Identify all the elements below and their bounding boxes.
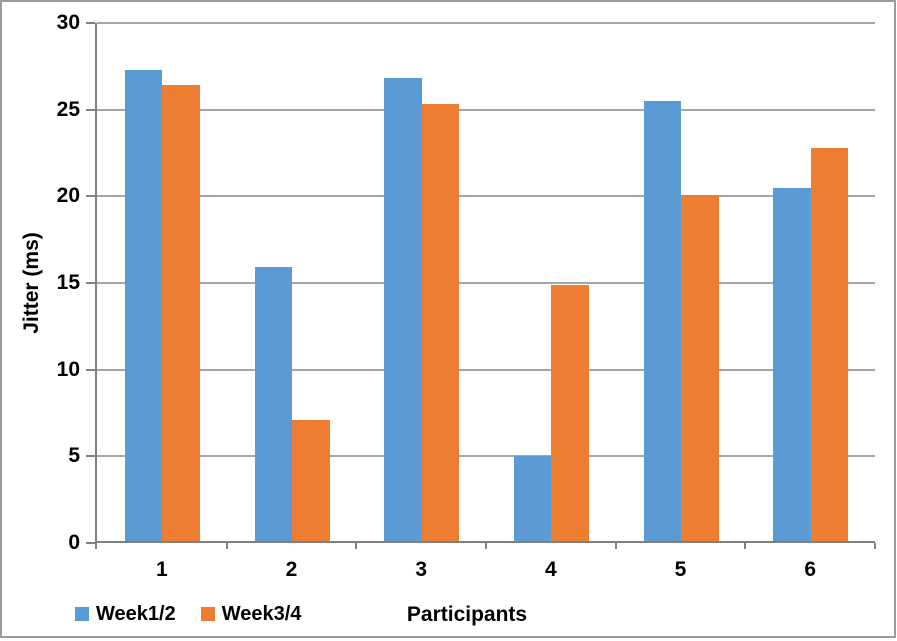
bar-Week34-participant-6 — [810, 147, 849, 543]
y-tick-15 — [86, 282, 95, 284]
bar-Week12-participant-5 — [643, 101, 682, 543]
y-tick-10 — [86, 368, 95, 371]
bar-Week34-participant-5 — [681, 194, 719, 543]
x-tick-boundary-5 — [744, 543, 747, 549]
bar-Week34-participant-3 — [421, 104, 460, 543]
bar-Week34-participant-4 — [551, 284, 590, 543]
y-tick-label-0: 0 — [68, 531, 80, 554]
legend: Week1/2 Week3/4 — [75, 603, 301, 625]
x-tick-label-1: 1 — [155, 558, 168, 581]
y-tick-label-30: 30 — [56, 11, 80, 34]
y-tick-25 — [86, 108, 95, 111]
y-tick-label-5: 5 — [68, 444, 80, 468]
bar-Week12-participant-3 — [384, 78, 422, 543]
x-axis-line — [95, 541, 875, 543]
legend-swatch-week12-icon — [75, 607, 89, 621]
gridline-y-5 — [97, 455, 875, 458]
bar-Week12-participant-4 — [513, 456, 552, 543]
y-tick-20 — [86, 195, 95, 198]
y-tick-label-25: 25 — [56, 97, 80, 121]
x-tick-label-3: 3 — [415, 558, 427, 581]
bar-Week12-participant-6 — [773, 187, 811, 543]
legend-swatch-week34-icon — [200, 607, 215, 621]
x-tick-boundary-4 — [614, 543, 617, 549]
x-tick-label-2: 2 — [285, 558, 298, 581]
bottom-row: Week1/2 Week3/4 Participants — [0, 603, 897, 633]
x-tick-boundary-0 — [95, 543, 97, 549]
legend-label-week34: Week3/4 — [221, 603, 302, 625]
x-tick-label-4: 4 — [544, 558, 557, 581]
bar-Week12-participant-2 — [254, 267, 293, 543]
x-tick-boundary-1 — [225, 543, 228, 549]
gridline-y-30 — [97, 22, 875, 24]
y-tick-label-15: 15 — [56, 271, 80, 294]
x-tick-boundary-6 — [874, 543, 876, 549]
x-axis-title: Participants — [406, 603, 528, 626]
x-tick-label-5: 5 — [674, 558, 687, 581]
y-tick-0 — [86, 542, 95, 544]
plot-area — [95, 22, 875, 543]
gridline-y-10 — [97, 368, 875, 371]
legend-item-week34: Week3/4 — [200, 603, 302, 625]
gridline-y-25 — [97, 108, 875, 111]
bar-Week34-participant-2 — [292, 419, 330, 543]
gridline-y-15 — [97, 282, 875, 284]
x-tick-boundary-2 — [355, 543, 358, 549]
bar-Week34-participant-1 — [162, 85, 201, 543]
y-tick-30 — [86, 22, 95, 24]
bar-Week12-participant-1 — [124, 69, 163, 543]
legend-label-week12: Week1/2 — [96, 603, 176, 625]
gridline-y-20 — [97, 195, 875, 198]
legend-item-week12: Week1/2 — [75, 603, 176, 625]
y-tick-label-20: 20 — [56, 184, 80, 208]
y-axis-line — [95, 23, 97, 543]
x-tick-label-6: 6 — [804, 558, 816, 581]
x-tick-boundary-3 — [485, 543, 487, 549]
y-tick-label-10: 10 — [56, 357, 80, 381]
y-tick-5 — [86, 455, 95, 458]
